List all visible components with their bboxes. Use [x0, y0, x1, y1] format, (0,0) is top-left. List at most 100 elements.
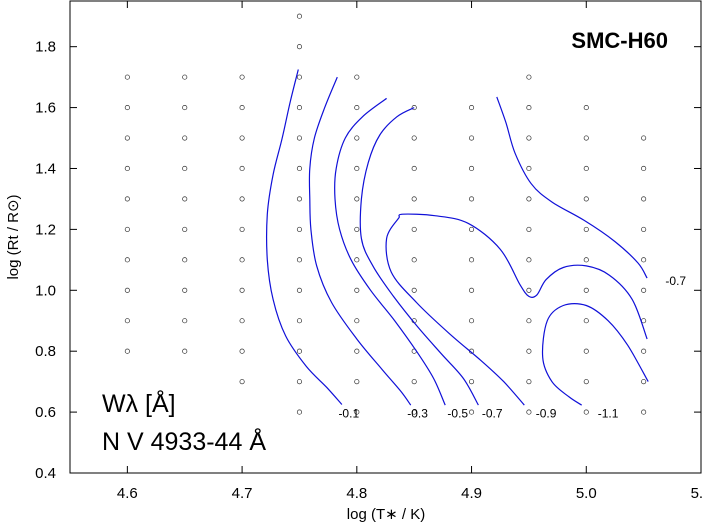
model-grid-point [583, 226, 589, 232]
contour-label: -0.7 [665, 274, 686, 288]
model-grid-point [583, 105, 589, 111]
model-grid-point [124, 165, 130, 172]
model-grid-point [182, 226, 188, 232]
model-grid-point [641, 348, 647, 354]
model-grid-point [354, 105, 360, 111]
model-grid-point [411, 135, 417, 141]
contour-label: -0.5 [447, 407, 468, 421]
model-grid-point [526, 105, 532, 111]
contour-line [308, 76, 412, 406]
y-tick-label: 1.4 [35, 160, 56, 177]
model-grid-point [411, 379, 417, 385]
model-grid-points [124, 13, 647, 415]
model-grid-point [239, 318, 245, 324]
model-grid-point [641, 287, 647, 293]
model-grid-point [296, 135, 303, 141]
model-grid-point [641, 165, 647, 172]
contour-labels: -0.1 -0.3 -0.5 -0.7 -0.7 -0.9 -1.1 [338, 274, 686, 420]
model-grid-point [296, 105, 303, 111]
model-grid-point [641, 409, 647, 415]
x-tick-label: 4.6 [117, 485, 138, 502]
model-grid-point [468, 257, 475, 263]
model-grid-point [526, 135, 532, 141]
y-tick-label: 1.6 [35, 100, 56, 117]
model-grid-point [296, 287, 303, 293]
model-grid-point [583, 318, 589, 324]
y-tick-label: 1.2 [35, 221, 56, 238]
model-grid-point [124, 135, 130, 141]
model-grid-point [468, 105, 475, 111]
model-grid-point [526, 196, 532, 202]
model-grid-point [124, 318, 130, 324]
model-grid-point [239, 226, 245, 232]
model-title: SMC-H60 [571, 28, 668, 53]
model-grid-point [124, 257, 130, 263]
model-grid-point [411, 287, 417, 293]
model-grid-point [411, 257, 417, 263]
annotation-line-1: Wλ [Å] [102, 388, 176, 418]
y-tick-label: 0.8 [35, 343, 56, 360]
y-tick-label: 1.0 [35, 282, 56, 299]
model-grid-point [354, 409, 360, 415]
y-tick-label: 1.8 [35, 39, 56, 56]
model-grid-point [641, 196, 647, 202]
model-grid-point [296, 409, 303, 415]
model-grid-point [296, 318, 303, 324]
y-tick-label: 0.6 [35, 404, 56, 421]
model-grid-point [468, 318, 475, 324]
y-tick-label: 0.4 [35, 465, 56, 482]
model-grid-point [296, 196, 303, 202]
model-grid-point [641, 135, 647, 141]
model-grid-point [411, 196, 417, 202]
model-grid-point [583, 409, 589, 415]
model-grid-point [182, 196, 188, 202]
contour-line [541, 303, 649, 406]
model-grid-point [468, 226, 475, 232]
contour-line [398, 213, 648, 340]
model-grid-point [468, 196, 475, 202]
model-grid-point [354, 287, 360, 293]
contour-label: -0.1 [338, 407, 359, 421]
model-grid-point [354, 74, 360, 80]
contour-line [385, 216, 525, 406]
model-grid-point [296, 379, 303, 385]
x-tick-label: 4.7 [232, 485, 253, 502]
model-grid-point [526, 379, 532, 385]
model-grid-point [468, 165, 475, 172]
x-tick-label: 4.8 [346, 485, 367, 502]
model-grid-point [239, 196, 245, 202]
model-grid-point [526, 257, 532, 263]
model-grid-point [641, 226, 647, 232]
model-grid-point [296, 165, 303, 172]
model-grid-point [583, 196, 589, 202]
model-grid-point [239, 165, 245, 172]
contour-lines [266, 69, 649, 406]
model-grid-point [182, 257, 188, 263]
annotation-line-2: N V 4933-44 Å [102, 426, 266, 456]
model-grid-point [468, 379, 475, 385]
model-grid-point [411, 226, 417, 232]
model-grid-point [583, 257, 589, 263]
x-tick-label: 4.9 [461, 485, 482, 502]
model-grid-point [124, 196, 130, 202]
model-grid-point [296, 257, 303, 263]
model-grid-point [296, 13, 303, 19]
model-grid-point [182, 74, 188, 80]
contour-line [359, 107, 479, 406]
model-grid-point [182, 318, 188, 324]
model-grid-point [354, 379, 360, 385]
model-grid-point [124, 105, 130, 111]
model-grid-point [239, 348, 245, 354]
model-grid-point [526, 226, 532, 232]
model-grid-point [354, 318, 360, 324]
model-grid-point [239, 379, 245, 385]
model-grid-point [239, 74, 245, 80]
model-grid-point [182, 287, 188, 293]
model-grid-point [124, 287, 130, 293]
model-grid-point [526, 165, 532, 172]
x-tick-label: 5.0 [576, 485, 597, 502]
model-grid-point [239, 287, 245, 293]
model-grid-point [411, 165, 417, 172]
model-grid-point [296, 44, 303, 50]
